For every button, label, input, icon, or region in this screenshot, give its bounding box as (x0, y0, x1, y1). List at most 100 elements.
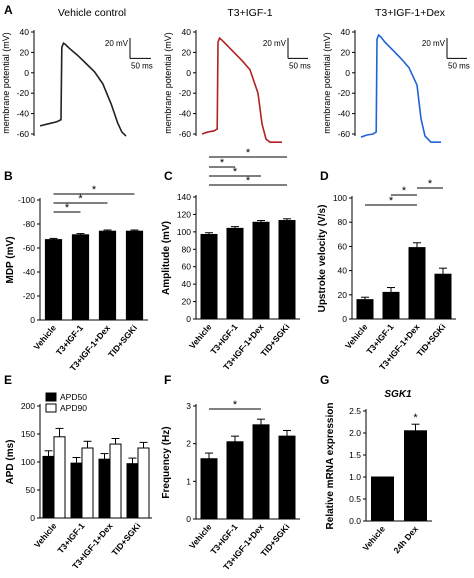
y-tick-label: 140 (177, 192, 191, 202)
y-tick-label: -60 (23, 243, 36, 253)
bar (278, 435, 296, 520)
y-tick-label: -40 (338, 109, 351, 119)
significance-star: * (233, 166, 238, 178)
action-potential-trace (360, 33, 441, 143)
scalebar-mv-label: 20 mV (263, 39, 287, 48)
x-tick-label: Vehicle (361, 524, 388, 553)
y-tick-label: 20 (338, 290, 348, 300)
y-tick-label: 40 (338, 266, 348, 276)
bar (382, 291, 400, 320)
y-tick-label: 80 (182, 244, 192, 254)
bar (98, 230, 117, 321)
action-potential-trace (201, 36, 282, 143)
y-tick-label: 100 (21, 457, 35, 467)
panel-letter-a: A (4, 3, 13, 17)
bar (252, 424, 270, 520)
legend-swatch (45, 403, 57, 413)
significance-star: * (389, 195, 394, 207)
bar (408, 247, 426, 320)
bar (71, 234, 90, 321)
y-tick-label: 60 (182, 262, 192, 272)
y-tick-label: 40 (341, 27, 351, 37)
y-tick-label: -100 (18, 195, 35, 205)
y-tick-label: -20 (179, 88, 192, 98)
bar (53, 436, 66, 519)
trace-title: Vehicle control (58, 7, 126, 19)
bar (70, 462, 83, 519)
bar (81, 447, 94, 519)
y-tick-label: -40 (17, 109, 30, 119)
y-axis-label: Relative mRNA expression (325, 403, 336, 530)
y-tick-label: 2 (186, 439, 191, 449)
bar (226, 227, 244, 320)
trace-y-axis-label: membrane potential (mV) (163, 32, 173, 134)
y-axis-label: Amplitude (mV) (161, 221, 172, 295)
panel-letter-c: C (164, 169, 173, 183)
y-tick-label: -60 (17, 129, 30, 139)
y-tick-label: -20 (17, 88, 30, 98)
y-tick-label: -60 (179, 129, 192, 139)
y-tick-label: 2.0 (349, 428, 361, 438)
significance-star: * (246, 147, 251, 159)
trace-y-axis-label: membrane potential (mV) (1, 32, 11, 134)
y-tick-label: 0 (30, 315, 35, 325)
y-tick-label: 20 (20, 47, 30, 57)
y-tick-label: 0 (186, 68, 191, 78)
scalebar-ms-label: 50 ms (131, 61, 153, 70)
y-tick-label: 20 (182, 297, 192, 307)
trace-title: T3+IGF-1+Dex (375, 7, 446, 19)
y-tick-label: 200 (21, 401, 35, 411)
y-tick-label: 1.0 (349, 472, 361, 482)
y-axis-label: MDP (mV) (5, 236, 16, 283)
panel-letter-g: G (320, 373, 329, 387)
bar (98, 458, 111, 519)
y-tick-label: -60 (338, 129, 351, 139)
x-tick-label: Vehicle (343, 322, 370, 351)
y-tick-label: 3 (186, 401, 191, 411)
x-tick-label: Vehicle (187, 522, 214, 551)
bar (371, 476, 394, 522)
x-tick-label: Vehicle (187, 322, 214, 351)
trace-title: T3+IGF-1 (227, 7, 272, 19)
panel-letter-f: F (164, 373, 171, 387)
legend-label: APD50 (60, 392, 87, 402)
chart-title: SGK1 (384, 389, 412, 400)
y-tick-label: 0 (186, 314, 191, 324)
significance-star: * (428, 178, 433, 190)
scalebar-mv-label: 20 mV (422, 39, 446, 48)
action-potential-trace (39, 42, 127, 137)
y-tick-label: 0 (24, 68, 29, 78)
y-tick-label: -80 (23, 219, 36, 229)
bar (125, 230, 144, 321)
significance-star: * (246, 175, 251, 187)
y-axis-label: APD (ms) (5, 439, 16, 484)
y-tick-label: 120 (177, 209, 191, 219)
y-tick-label: 100 (177, 227, 191, 237)
scalebar-mv-label: 20 mV (105, 39, 129, 48)
legend-label: APD90 (60, 403, 87, 413)
y-tick-label: 100 (333, 193, 347, 203)
significance-star: * (78, 193, 83, 205)
bar (200, 233, 218, 320)
y-tick-label: 0.0 (349, 516, 361, 526)
bar (404, 430, 427, 522)
y-axis-label: Frequency (Hz) (161, 426, 172, 498)
bar (42, 455, 55, 519)
scalebar-ms-label: 50 ms (289, 61, 311, 70)
y-tick-label: -40 (179, 109, 192, 119)
legend-swatch (45, 392, 57, 402)
y-tick-label: 0 (345, 68, 350, 78)
panel-letter-e: E (4, 373, 12, 387)
y-tick-label: 40 (182, 279, 192, 289)
y-tick-label: 50 (26, 485, 36, 495)
trace-y-axis-label: membrane potential (mV) (322, 32, 332, 134)
significance-star: * (413, 412, 418, 424)
significance-star: * (233, 399, 238, 411)
y-axis-label: Upstroke velocity (V/s) (317, 205, 328, 313)
significance-star: * (402, 185, 407, 197)
y-tick-label: 20 (341, 47, 351, 57)
y-tick-label: 2.5 (349, 406, 361, 416)
significance-star: * (65, 202, 70, 214)
bar (44, 239, 63, 321)
